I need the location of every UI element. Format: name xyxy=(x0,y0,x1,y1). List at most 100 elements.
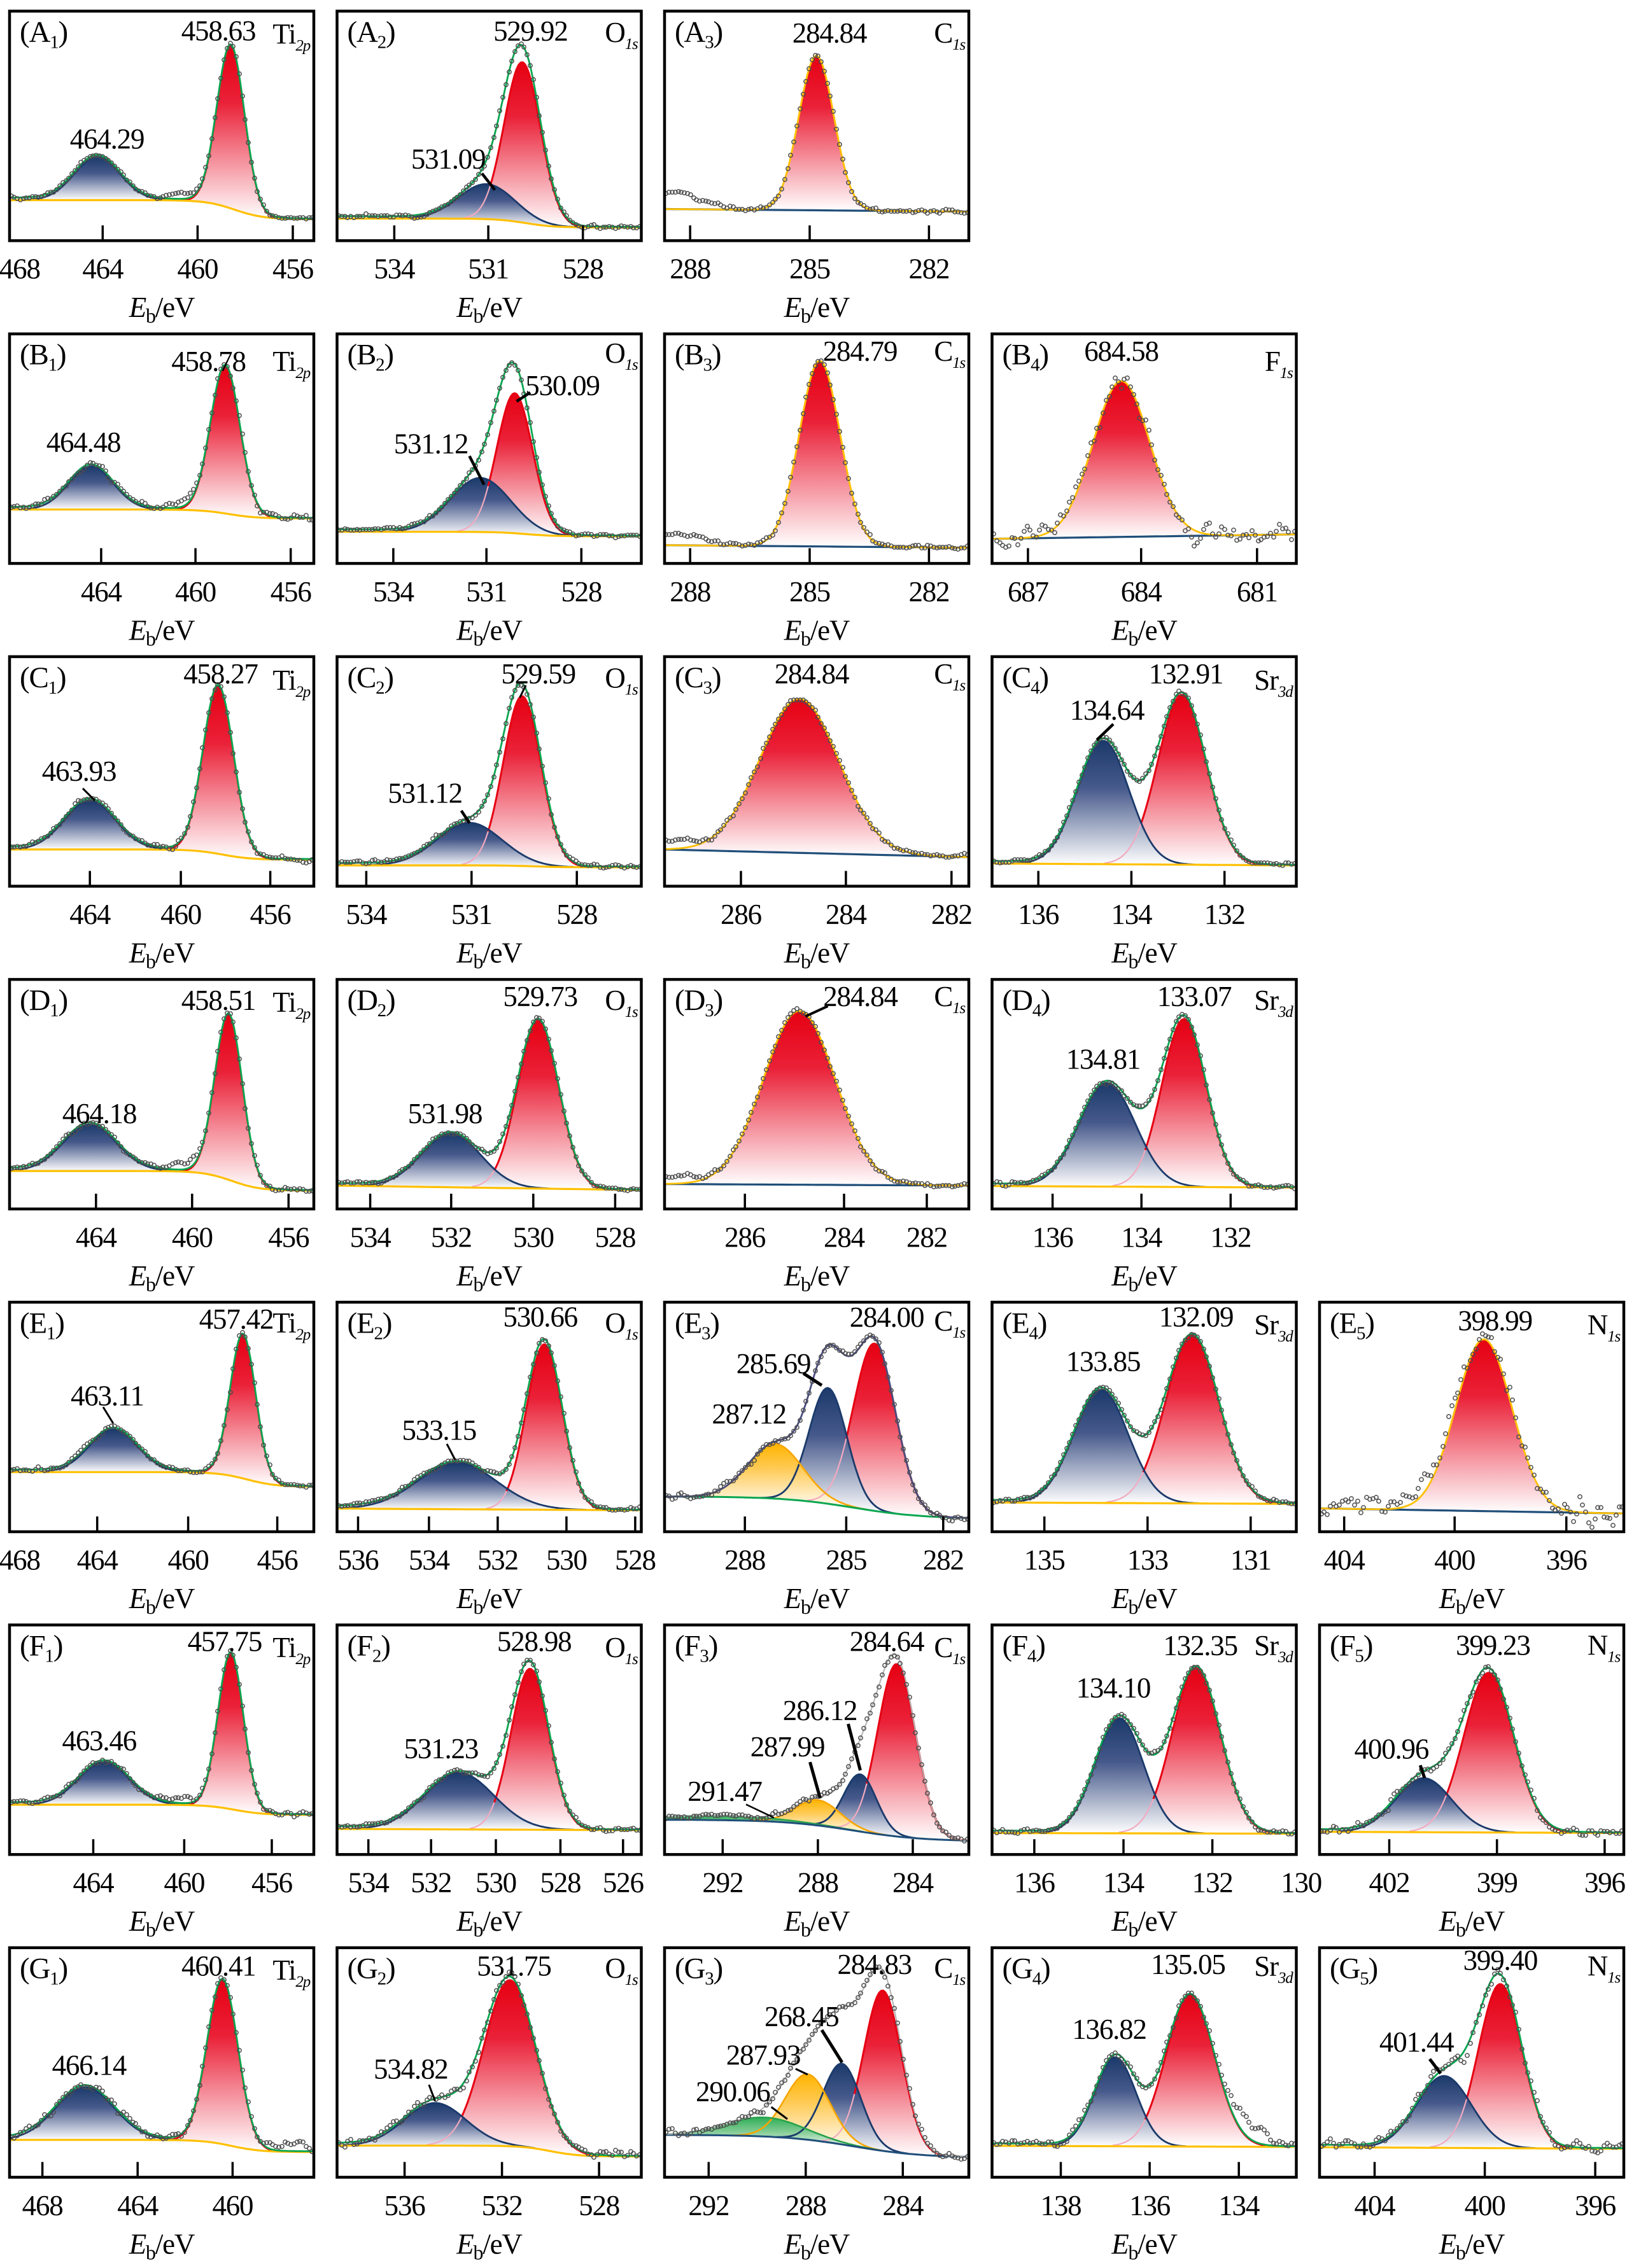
svg-text:286.12: 286.12 xyxy=(783,1695,857,1726)
svg-text:134.64: 134.64 xyxy=(1070,694,1145,726)
svg-text:132: 132 xyxy=(1204,899,1245,930)
svg-text:284.00: 284.00 xyxy=(850,1301,924,1333)
svg-text:Eb/eV: Eb/eV xyxy=(456,1905,522,1941)
svg-text:288: 288 xyxy=(670,576,710,608)
svg-text:Eb/eV: Eb/eV xyxy=(456,1583,522,1618)
svg-text:C1s: C1s xyxy=(934,981,965,1017)
svg-text:398.99: 398.99 xyxy=(1458,1305,1532,1337)
svg-text:288: 288 xyxy=(724,1544,765,1576)
svg-text:284: 284 xyxy=(826,899,867,930)
svg-text:534: 534 xyxy=(374,253,415,285)
svg-text:132.91: 132.91 xyxy=(1149,658,1223,690)
svg-text:402: 402 xyxy=(1369,1867,1410,1899)
svg-text:458.51: 458.51 xyxy=(181,984,256,1016)
svg-text:456: 456 xyxy=(268,1221,309,1253)
svg-text:531.09: 531.09 xyxy=(411,143,486,175)
svg-text:531: 531 xyxy=(466,576,507,608)
svg-text:(B4): (B4) xyxy=(1003,339,1048,375)
svg-text:463.46: 463.46 xyxy=(62,1725,137,1756)
svg-text:287.99: 287.99 xyxy=(750,1731,825,1763)
svg-text:284: 284 xyxy=(892,1867,934,1899)
svg-text:532: 532 xyxy=(482,2190,523,2222)
svg-text:Eb/eV: Eb/eV xyxy=(1111,1583,1177,1618)
svg-text:(F4): (F4) xyxy=(1003,1630,1045,1667)
svg-text:Eb/eV: Eb/eV xyxy=(129,937,195,973)
svg-text:460.41: 460.41 xyxy=(181,1950,256,1982)
svg-text:531: 531 xyxy=(468,253,509,285)
svg-text:529.59: 529.59 xyxy=(501,658,575,690)
svg-text:456: 456 xyxy=(272,253,314,285)
svg-text:(D1): (D1) xyxy=(20,984,67,1021)
svg-text:Eb/eV: Eb/eV xyxy=(456,937,522,973)
svg-text:464.48: 464.48 xyxy=(46,426,121,458)
svg-text:528: 528 xyxy=(615,1544,656,1576)
svg-text:529.92: 529.92 xyxy=(493,15,568,47)
svg-text:(D2): (D2) xyxy=(348,984,395,1021)
svg-text:528: 528 xyxy=(556,899,597,930)
svg-text:136.82: 136.82 xyxy=(1072,2013,1146,2045)
svg-text:284.84: 284.84 xyxy=(792,17,867,49)
svg-text:(D4): (D4) xyxy=(1003,984,1050,1021)
svg-text:290.06: 290.06 xyxy=(696,2076,770,2108)
svg-text:531.12: 531.12 xyxy=(388,778,462,809)
svg-text:399.23: 399.23 xyxy=(1456,1630,1530,1662)
svg-text:(G1): (G1) xyxy=(20,1952,67,1989)
svg-text:456: 456 xyxy=(257,1544,299,1576)
svg-text:(B2): (B2) xyxy=(348,339,393,375)
svg-text:Eb/eV: Eb/eV xyxy=(784,1260,850,1296)
svg-text:396: 396 xyxy=(1575,2190,1616,2222)
svg-text:287.93: 287.93 xyxy=(726,2040,801,2071)
svg-text:134.81: 134.81 xyxy=(1066,1044,1141,1075)
svg-text:(E1): (E1) xyxy=(20,1306,64,1343)
svg-text:531: 531 xyxy=(451,899,492,930)
svg-text:Eb/eV: Eb/eV xyxy=(129,2228,195,2264)
svg-text:Eb/eV: Eb/eV xyxy=(129,291,195,327)
svg-text:292: 292 xyxy=(688,2190,729,2222)
svg-text:396: 396 xyxy=(1584,1867,1626,1899)
svg-text:536: 536 xyxy=(338,1544,379,1576)
svg-text:134: 134 xyxy=(1218,2190,1260,2222)
svg-text:Eb/eV: Eb/eV xyxy=(784,614,850,650)
svg-text:456: 456 xyxy=(271,576,312,608)
svg-text:285.69: 285.69 xyxy=(736,1348,811,1380)
svg-text:285: 285 xyxy=(789,253,830,285)
svg-text:284.64: 284.64 xyxy=(850,1626,924,1658)
svg-text:534: 534 xyxy=(346,899,387,930)
svg-text:531.12: 531.12 xyxy=(394,428,468,460)
svg-text:(B3): (B3) xyxy=(675,339,721,375)
svg-text:(E4): (E4) xyxy=(1003,1306,1047,1343)
svg-text:284: 284 xyxy=(824,1221,865,1253)
svg-text:Eb/eV: Eb/eV xyxy=(1439,1583,1505,1618)
svg-text:534: 534 xyxy=(350,1221,391,1253)
svg-text:400: 400 xyxy=(1434,1544,1475,1576)
svg-text:528: 528 xyxy=(579,2190,619,2222)
svg-text:(A2): (A2) xyxy=(348,16,395,53)
svg-text:288: 288 xyxy=(785,2190,826,2222)
svg-text:456: 456 xyxy=(251,1867,293,1899)
svg-text:288: 288 xyxy=(798,1867,838,1899)
svg-text:133.85: 133.85 xyxy=(1066,1346,1141,1378)
svg-text:Eb/eV: Eb/eV xyxy=(129,1260,195,1296)
svg-text:684.58: 684.58 xyxy=(1084,335,1159,367)
svg-text:268.45: 268.45 xyxy=(764,2001,839,2033)
svg-text:136: 136 xyxy=(1129,2190,1171,2222)
svg-text:(C3): (C3) xyxy=(675,661,721,698)
svg-text:464: 464 xyxy=(69,899,111,930)
svg-text:532: 532 xyxy=(431,1221,472,1253)
svg-text:(E3): (E3) xyxy=(675,1306,719,1343)
svg-text:460: 460 xyxy=(168,1544,209,1576)
svg-text:463.93: 463.93 xyxy=(42,755,116,787)
svg-text:(C2): (C2) xyxy=(348,661,393,698)
svg-text:282: 282 xyxy=(908,253,949,285)
svg-text:460: 460 xyxy=(212,2190,253,2222)
svg-text:Eb/eV: Eb/eV xyxy=(129,614,195,650)
svg-text:396: 396 xyxy=(1546,1544,1588,1576)
svg-text:404: 404 xyxy=(1324,1544,1365,1576)
svg-text:285: 285 xyxy=(826,1544,866,1576)
svg-text:532: 532 xyxy=(411,1867,451,1899)
svg-text:138: 138 xyxy=(1041,2190,1081,2222)
svg-text:Eb/eV: Eb/eV xyxy=(1439,2228,1505,2264)
svg-text:681: 681 xyxy=(1237,576,1278,608)
svg-text:528.98: 528.98 xyxy=(497,1626,572,1658)
svg-text:464.18: 464.18 xyxy=(62,1098,137,1130)
